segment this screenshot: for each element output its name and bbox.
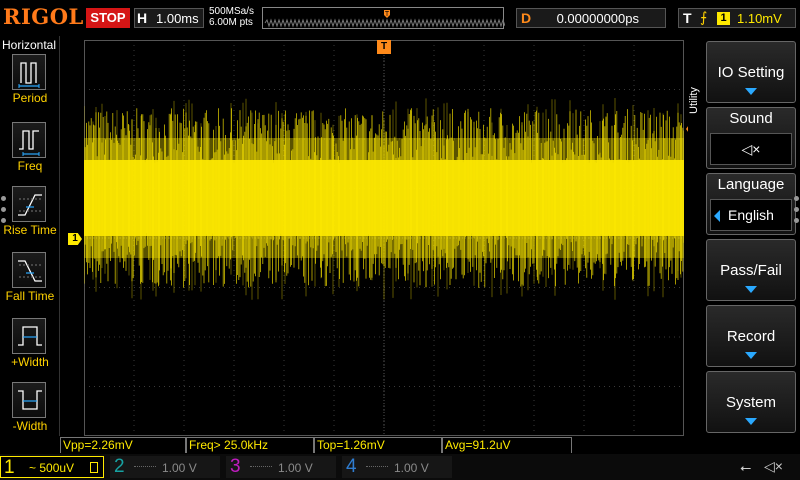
waveform-display[interactable] [84,40,684,436]
top-status-bar: RIGOL STOP H 1.00ms 500MSa/s 6.00M pts T… [0,0,800,36]
ch2-divider [134,466,156,467]
sound-label: Sound [729,110,773,127]
measure-pos-width[interactable]: +Width [0,318,60,380]
page-indicator-right [794,196,800,229]
io-setting-label: IO Setting [717,64,785,81]
measure-pos-width-label: +Width [11,355,49,369]
measure-period-label: Period [12,91,48,105]
memory-overview-waveform: T [264,10,505,28]
bandwidth-limit-icon [90,462,98,473]
submenu-arrow-icon [745,88,757,95]
horizontal-label: H [137,10,148,26]
ch4-status[interactable]: 4 1.00 V [342,456,452,478]
measure-rise-time[interactable]: Rise Time [0,186,60,248]
io-setting-button[interactable]: IO Setting [706,41,796,103]
utility-menu-title: Utility [688,87,700,115]
measure-fall-time-label: Fall Time [5,289,55,303]
submenu-arrow-icon [745,418,757,425]
ch1-number: 1 [4,457,15,478]
pass-fail-label: Pass/Fail [720,262,782,279]
measurement-freq[interactable]: Freq> 25.0kHz [186,437,314,453]
period-icon [12,54,46,90]
ch4-scale: 1.00 V [394,461,429,475]
system-label: System [725,394,776,411]
ch1-scale: ~ 500uV [29,461,74,475]
waveform-grid [84,40,684,436]
measure-neg-width-label: -Width [12,419,48,433]
ch2-status[interactable]: 2 1.00 V [110,456,220,478]
left-arrow-icon [714,210,720,222]
trigger-level: 1.10mV [737,11,782,26]
timebase-value: 1.00ms [156,11,199,26]
rise-time-icon [12,186,46,222]
utility-menu: Utility IO Setting Sound ◁× Language Eng… [688,36,800,448]
sound-value: ◁× [710,133,792,165]
ac-coupling-icon: ~ [29,461,37,475]
language-label: Language [717,176,785,193]
memory-trigger-label: T [385,11,390,18]
usb-icon: ⭠ [740,459,752,475]
submenu-arrow-icon [745,286,757,293]
measure-freq-label: Freq [17,159,43,173]
pos-width-icon [12,318,46,354]
measurement-avg[interactable]: Avg=91.2uV [442,437,572,453]
measure-freq[interactable]: Freq [0,122,60,184]
ch3-scale: 1.00 V [278,461,313,475]
measure-fall-time[interactable]: Fall Time [0,252,60,314]
system-button[interactable]: System [706,371,796,433]
measurement-vpp[interactable]: Vpp=2.26mV [60,437,186,453]
speaker-muted-icon: ◁× [741,141,761,157]
ch1-scale-value: 500uV [39,461,75,475]
speaker-muted-icon[interactable]: ◁× [764,458,783,474]
ch4-divider [366,466,388,467]
trigger-label: T [683,10,692,26]
freq-icon [12,122,46,158]
horizontal-timebase[interactable]: H 1.00ms [134,8,204,28]
neg-width-icon [12,382,46,418]
memory-trigger-marker [384,10,390,18]
rising-edge-icon: ⨍ [700,9,708,25]
pass-fail-button[interactable]: Pass/Fail [706,239,796,301]
ch2-number: 2 [114,456,125,477]
ch1-offset-marker[interactable]: 1 [68,233,82,245]
measure-neg-width[interactable]: -Width [0,382,60,444]
ch1-status[interactable]: 1 ~ 500uV [0,456,104,478]
submenu-arrow-icon [745,352,757,359]
ch3-number: 3 [230,456,241,477]
ch2-scale: 1.00 V [162,461,197,475]
memory-overview: T [262,7,505,29]
fall-time-icon [12,252,46,288]
acquisition-info: 500MSa/s 6.00M pts [209,6,254,28]
measure-period[interactable]: Period [0,54,60,116]
record-label: Record [726,328,776,345]
trigger-status[interactable]: T ⨍ 1 1.10mV [678,8,796,28]
horizontal-delay[interactable]: D 0.00000000ps [516,8,666,28]
sample-rate: 500MSa/s [209,6,255,17]
measure-category-title: Horizontal [2,38,57,52]
sound-button[interactable]: Sound ◁× [706,107,796,169]
delay-label: D [521,10,532,26]
language-value-text: English [728,207,774,223]
brand-logo: RIGOL [3,4,84,29]
delay-value: 0.00000000ps [556,11,639,26]
language-value: English [710,199,792,231]
trigger-source: 1 [717,12,730,25]
measure-rise-time-label: Rise Time [3,223,57,237]
record-button[interactable]: Record [706,305,796,367]
page-indicator-left [1,196,7,229]
ch3-status[interactable]: 3 1.00 V [226,456,336,478]
ch4-number: 4 [346,456,357,477]
measurement-top[interactable]: Top=1.26mV [314,437,442,453]
language-button[interactable]: Language English [706,173,796,235]
memory-depth: 6.00M pts [209,17,253,28]
channel-status-bar: 1 ~ 500uV 2 1.00 V 3 1.00 V 4 1.00 V ⭠ ◁… [0,454,800,480]
ch3-divider [250,466,272,467]
measure-sidebar: Horizontal Period Freq Rise Time Fall Ti… [0,36,60,436]
trigger-position-marker[interactable]: T [377,40,391,54]
run-stop-status[interactable]: STOP [86,8,130,28]
